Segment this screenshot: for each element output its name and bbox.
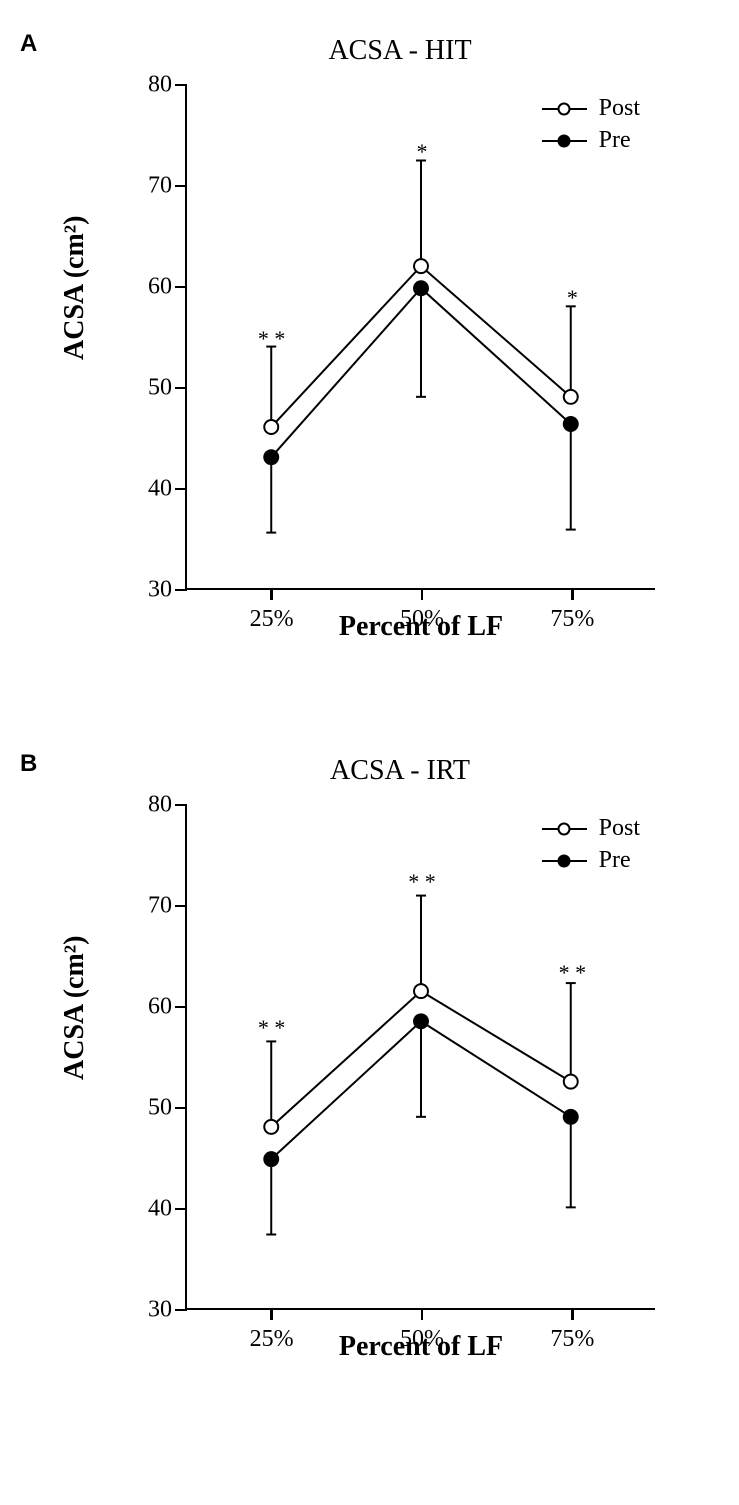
- legend-label: Pre: [599, 847, 631, 874]
- marker-open-icon: [564, 390, 578, 404]
- marker-filled-icon: [564, 417, 578, 431]
- x-tick: [421, 588, 424, 600]
- y-tick-label: 70: [132, 173, 172, 200]
- legend-line-icon: [542, 140, 587, 142]
- y-tick-label: 30: [132, 577, 172, 604]
- y-tick: [175, 589, 187, 592]
- legend-line-icon: [542, 860, 587, 862]
- y-axis-label: ACSA (cm²): [59, 936, 91, 1080]
- y-tick-label: 50: [132, 1095, 172, 1122]
- y-tick-label: 60: [132, 274, 172, 301]
- y-tick: [175, 84, 187, 87]
- x-axis-label: Percent of LF: [339, 611, 503, 643]
- x-tick: [270, 1308, 273, 1320]
- legend-item: Pre: [542, 127, 640, 154]
- marker-open-icon: [264, 1120, 278, 1134]
- y-tick: [175, 905, 187, 908]
- significance-marker: * *: [258, 326, 286, 352]
- y-tick-label: 70: [132, 893, 172, 920]
- chart-title: ACSA - HIT: [328, 35, 471, 67]
- significance-marker: *: [417, 139, 428, 165]
- y-tick: [175, 1309, 187, 1312]
- marker-filled-icon: [558, 854, 571, 867]
- chart-panel-b: BACSA - IRTACSA (cm²)30405060708025%50%7…: [30, 750, 709, 1410]
- significance-marker: * *: [408, 869, 436, 895]
- marker-open-icon: [564, 1075, 578, 1089]
- y-tick: [175, 185, 187, 188]
- y-tick-label: 30: [132, 1297, 172, 1324]
- x-axis-label: Percent of LF: [339, 1331, 503, 1363]
- significance-marker: *: [567, 285, 578, 311]
- significance-marker: * *: [559, 960, 587, 986]
- y-tick: [175, 387, 187, 390]
- marker-open-icon: [558, 822, 571, 835]
- marker-filled-icon: [558, 134, 571, 147]
- panel-label: A: [20, 30, 37, 58]
- x-tick-label: 75%: [550, 606, 594, 633]
- x-tick: [421, 1308, 424, 1320]
- marker-open-icon: [264, 420, 278, 434]
- y-tick-label: 80: [132, 792, 172, 819]
- y-tick: [175, 1006, 187, 1009]
- panel-label: B: [20, 750, 37, 778]
- legend: Post Pre: [542, 95, 640, 159]
- marker-open-icon: [414, 984, 428, 998]
- marker-filled-icon: [264, 1152, 278, 1166]
- y-tick-label: 40: [132, 476, 172, 503]
- y-tick-label: 50: [132, 375, 172, 402]
- y-tick-label: 80: [132, 72, 172, 99]
- y-tick: [175, 286, 187, 289]
- marker-open-icon: [414, 259, 428, 273]
- plot-area: 30405060708025%50%75%Percent of LF* ** *…: [185, 805, 655, 1310]
- x-tick: [571, 1308, 574, 1320]
- chart-container: ACSA - IRTACSA (cm²)30405060708025%50%75…: [90, 750, 710, 1410]
- x-tick: [270, 588, 273, 600]
- x-tick: [571, 588, 574, 600]
- y-axis-label: ACSA (cm²): [59, 216, 91, 360]
- y-tick-label: 40: [132, 1196, 172, 1223]
- legend-item: Post: [542, 815, 640, 842]
- legend-line-icon: [542, 828, 587, 830]
- y-tick: [175, 1208, 187, 1211]
- legend-label: Pre: [599, 127, 631, 154]
- y-tick: [175, 804, 187, 807]
- y-tick: [175, 488, 187, 491]
- legend-item: Pre: [542, 847, 640, 874]
- plot-area: 30405060708025%50%75%Percent of LF* ***P…: [185, 85, 655, 590]
- chart-container: ACSA - HITACSA (cm²)30405060708025%50%75…: [90, 30, 710, 690]
- legend-label: Post: [599, 95, 640, 122]
- legend-label: Post: [599, 815, 640, 842]
- legend-item: Post: [542, 95, 640, 122]
- significance-marker: * *: [258, 1015, 286, 1041]
- y-tick: [175, 1107, 187, 1110]
- legend: Post Pre: [542, 815, 640, 879]
- marker-filled-icon: [414, 281, 428, 295]
- y-tick-label: 60: [132, 994, 172, 1021]
- chart-panel-a: AACSA - HITACSA (cm²)30405060708025%50%7…: [30, 30, 709, 690]
- x-tick-label: 75%: [550, 1326, 594, 1353]
- x-tick-label: 25%: [250, 1326, 294, 1353]
- x-tick-label: 25%: [250, 606, 294, 633]
- marker-filled-icon: [564, 1110, 578, 1124]
- chart-title: ACSA - IRT: [330, 755, 470, 787]
- legend-line-icon: [542, 108, 587, 110]
- marker-filled-icon: [264, 450, 278, 464]
- marker-filled-icon: [414, 1014, 428, 1028]
- marker-open-icon: [558, 102, 571, 115]
